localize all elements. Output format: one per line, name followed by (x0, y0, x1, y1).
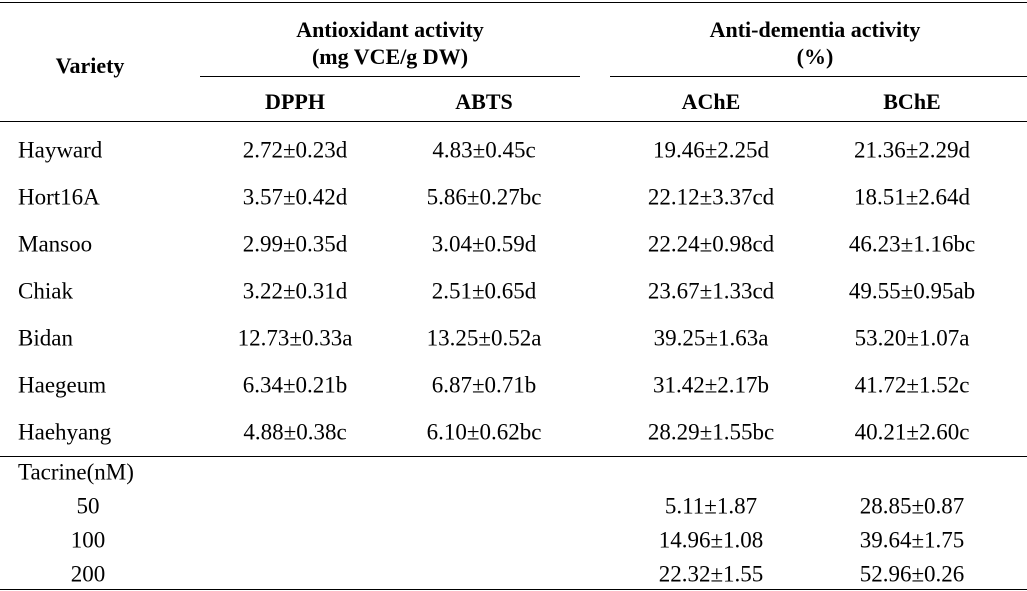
variety-name: Haehyang (18, 419, 112, 445)
cell-value: 6.87±0.71b (431, 372, 537, 398)
cell-value: 22.24±0.98cd (647, 231, 775, 257)
bottom-rule (0, 589, 1027, 590)
cell-value: 5.86±0.27bc (426, 184, 542, 210)
cell-value: 40.21±2.60c (854, 419, 970, 445)
cell-value: 5.11±1.87 (664, 493, 758, 519)
cell-value: 3.57±0.42d (242, 184, 348, 210)
cell-value: 28.29±1.55bc (647, 419, 775, 445)
cell-value: 12.73±0.33a (237, 325, 353, 351)
dose: 200 (70, 561, 106, 587)
group-rule (200, 76, 580, 77)
cell-value: 2.72±0.23d (242, 137, 348, 163)
cell-value: 14.96±1.08 (658, 527, 764, 553)
cell-value: 4.83±0.45c (432, 137, 536, 163)
group-rule (610, 76, 1027, 77)
variety-name: Hort16A (18, 184, 100, 210)
group-title: (%) (796, 44, 834, 69)
variety-name: Haegeum (18, 372, 107, 398)
header-variety: Variety (55, 53, 125, 78)
column-header: ABTS (455, 89, 513, 114)
column-header: DPPH (265, 89, 325, 114)
cell-value: 22.12±3.37cd (647, 184, 775, 210)
cell-value: 3.22±0.31d (242, 278, 348, 304)
cell-value: 41.72±1.52c (854, 372, 970, 398)
top-rule (0, 2, 1027, 3)
section-label: Tacrine(nM) (18, 459, 134, 485)
cell-value: 18.51±2.64d (853, 184, 971, 210)
section-rule (0, 456, 1027, 457)
variety-name: Mansoo (18, 231, 93, 257)
cell-value: 31.42±2.17b (652, 372, 770, 398)
cell-value: 19.46±2.25d (652, 137, 770, 163)
cell-value: 28.85±0.87 (859, 493, 965, 519)
cell-value: 2.51±0.65d (431, 278, 537, 304)
cell-value: 23.67±1.33cd (647, 278, 775, 304)
cell-value: 39.64±1.75 (859, 527, 965, 553)
dose: 100 (70, 527, 106, 553)
column-header: BChE (883, 89, 941, 114)
variety-name: Bidan (18, 325, 73, 351)
variety-name: Hayward (18, 137, 103, 163)
cell-value: 4.88±0.38c (243, 419, 347, 445)
cell-value: 2.99±0.35d (242, 231, 348, 257)
cell-value: 13.25±0.52a (426, 325, 542, 351)
dose: 50 (76, 493, 100, 519)
header-rule (0, 121, 1027, 122)
group-title: (mg VCE/g DW) (311, 44, 469, 69)
cell-value: 52.96±0.26 (859, 561, 965, 587)
variety-name: Chiak (18, 278, 73, 304)
group-title: Anti-dementia activity (709, 17, 921, 42)
group-title: Antioxidant activity (296, 17, 484, 42)
cell-value: 6.34±0.21b (242, 372, 348, 398)
column-header: AChE (681, 89, 741, 114)
cell-value: 53.20±1.07a (854, 325, 970, 351)
cell-value: 49.55±0.95ab (848, 278, 976, 304)
cell-value: 46.23±1.16bc (848, 231, 976, 257)
cell-value: 6.10±0.62bc (426, 419, 542, 445)
cell-value: 39.25±1.63a (653, 325, 769, 351)
cell-value: 3.04±0.59d (431, 231, 537, 257)
cell-value: 21.36±2.29d (853, 137, 971, 163)
cell-value: 22.32±1.55 (658, 561, 764, 587)
